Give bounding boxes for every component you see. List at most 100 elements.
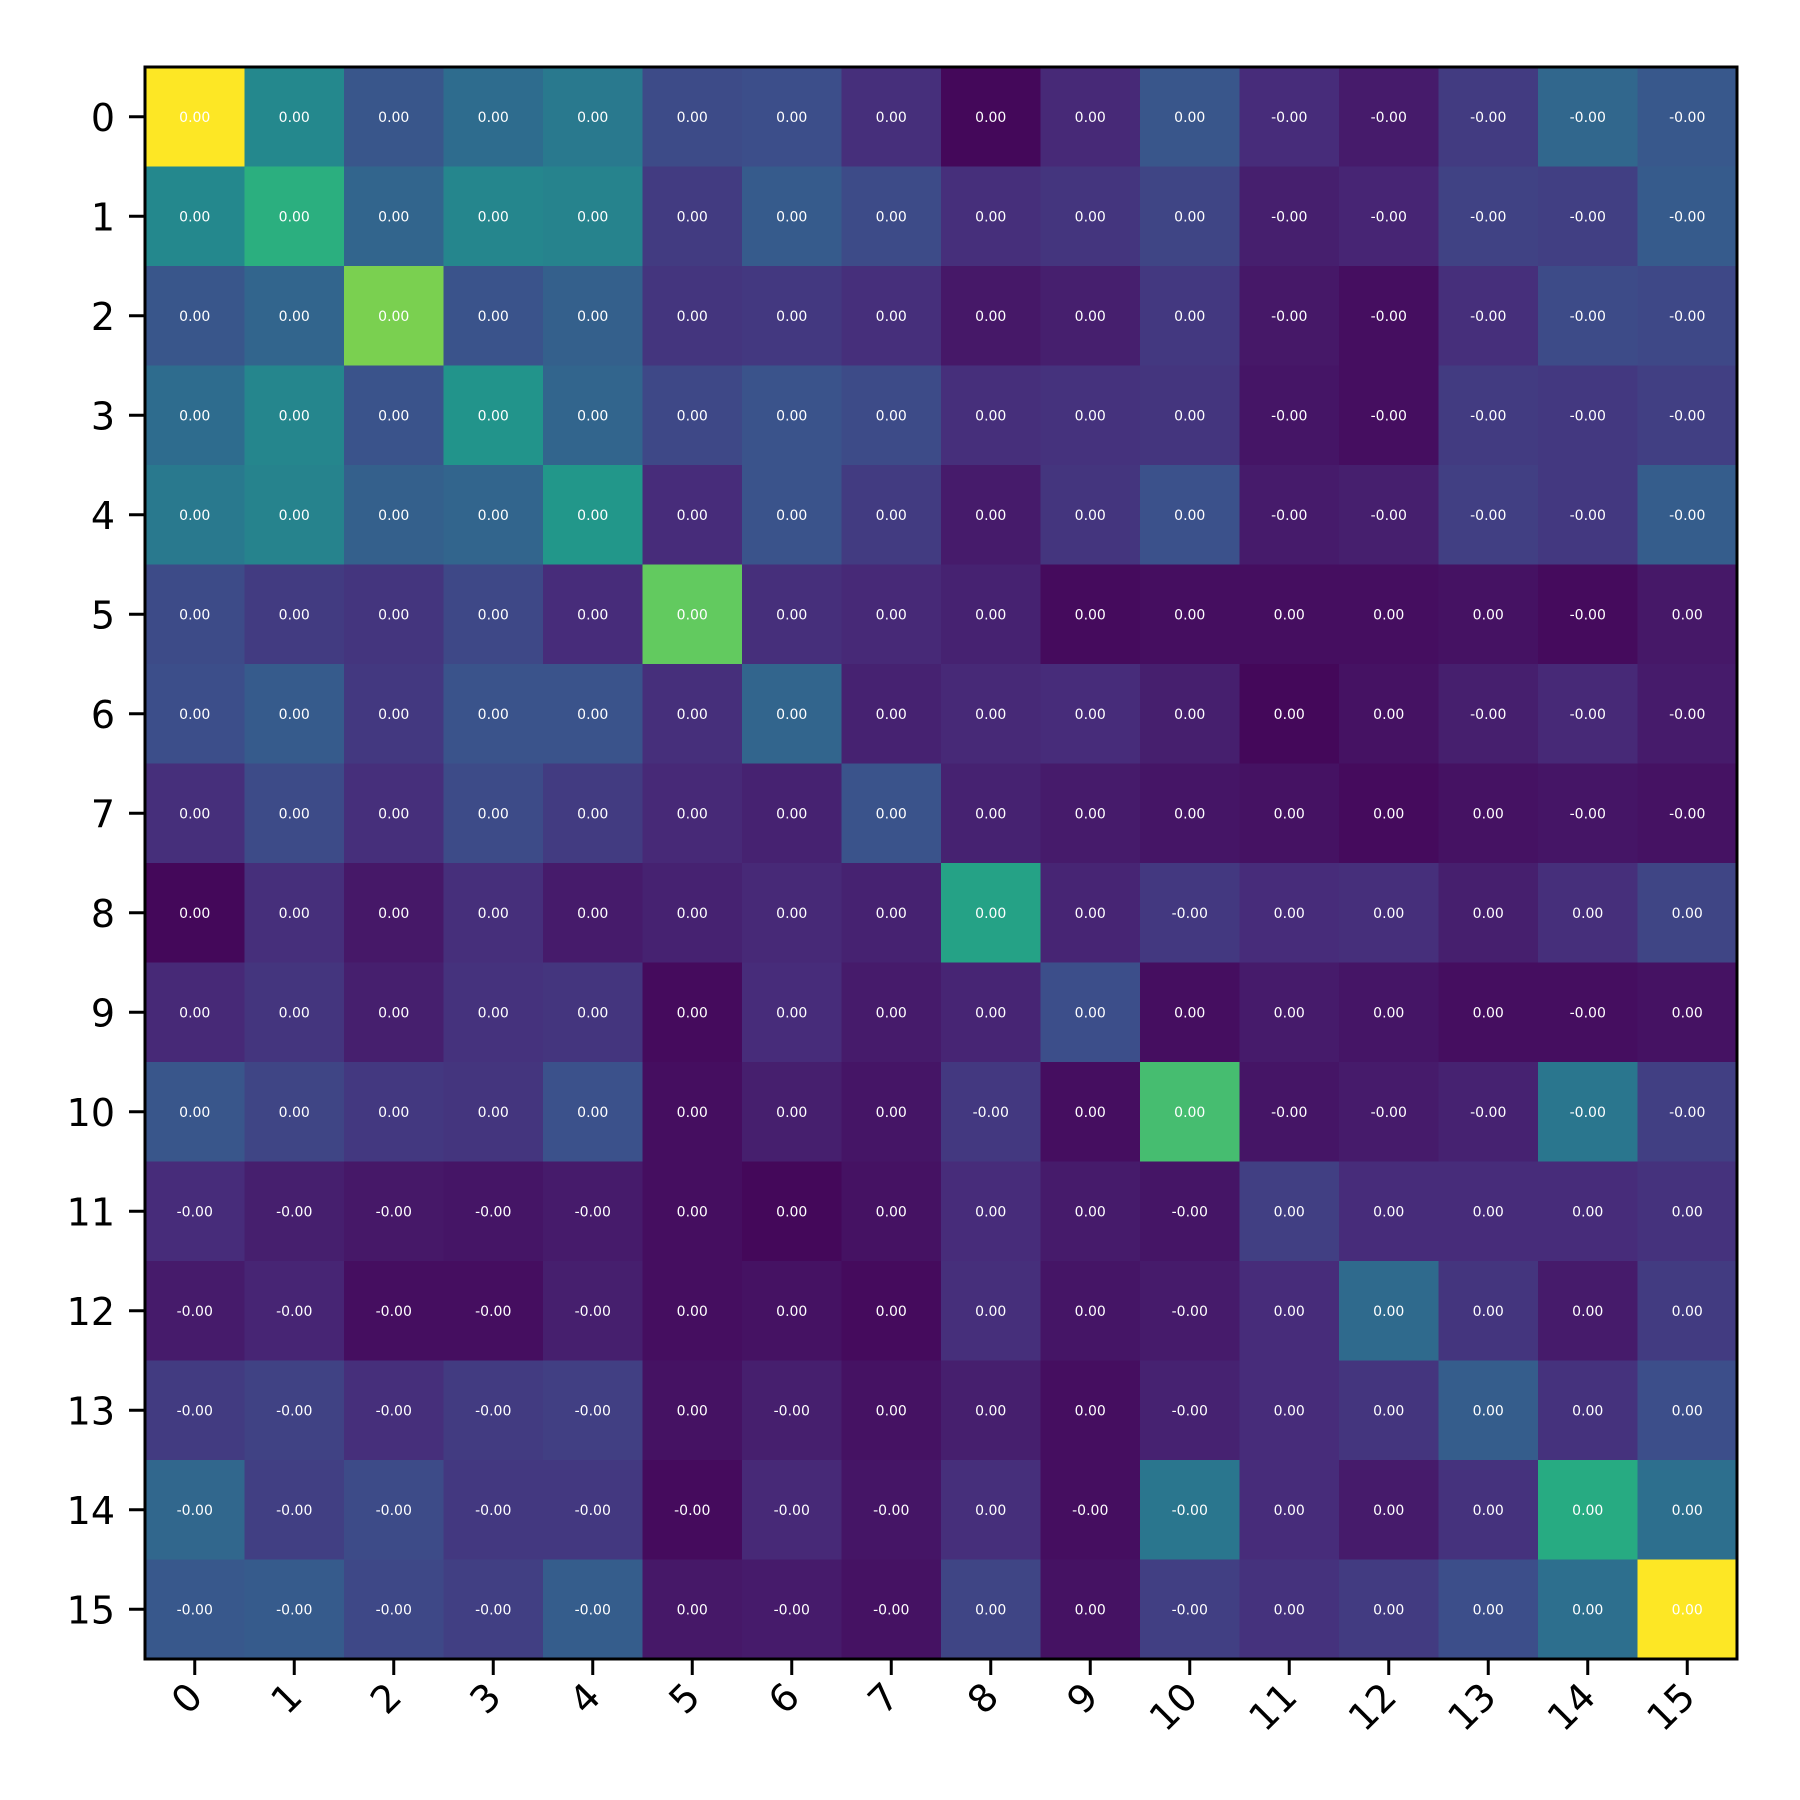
cell-value-label: 0.00 [975, 806, 1006, 822]
cell-value-label: 0.00 [1672, 1204, 1703, 1220]
heatmap-cell [145, 465, 246, 566]
heatmap-cell [1438, 1360, 1539, 1461]
heatmap-cell [1239, 1360, 1340, 1461]
heatmap-cell [145, 1261, 246, 1362]
cell-value-label: 0.00 [1174, 607, 1205, 623]
heatmap-cell [941, 1460, 1042, 1561]
cell-value-label: 0.00 [1473, 1204, 1504, 1220]
cell-value-label: -0.00 [276, 1602, 312, 1618]
cell-value-label: 0.00 [677, 508, 708, 524]
heatmap-cell [244, 863, 345, 964]
heatmap-cell [443, 564, 544, 665]
heatmap-cell [244, 166, 345, 267]
cell-value-label: 0.00 [378, 906, 409, 922]
cell-value-label: 0.00 [1174, 806, 1205, 822]
cell-value-label: 0.00 [975, 1005, 1006, 1021]
cell-value-label: 0.00 [1373, 1602, 1404, 1618]
cell-value-label: -0.00 [1669, 806, 1705, 822]
heatmap-cell [244, 266, 345, 367]
heatmap-cell [1239, 166, 1340, 267]
cell-value-label: 0.00 [1174, 110, 1205, 126]
heatmap-cell [145, 863, 246, 964]
cell-value-label: 0.00 [577, 309, 608, 325]
heatmap-cell [1140, 465, 1241, 566]
cell-value-label: -0.00 [475, 1204, 511, 1220]
cell-value-label: -0.00 [575, 1304, 611, 1320]
cell-value-label: 0.00 [279, 607, 310, 623]
cell-value-label: -0.00 [1570, 508, 1606, 524]
heatmap-cell [742, 465, 843, 566]
heatmap-cell [443, 1161, 544, 1262]
cell-value-label: -0.00 [1470, 309, 1506, 325]
cell-value-label: 0.00 [1174, 309, 1205, 325]
heatmap-cell [742, 1062, 843, 1163]
cell-value-label: 0.00 [1473, 1005, 1504, 1021]
cell-value-label: -0.00 [276, 1304, 312, 1320]
heatmap-cell [1438, 465, 1539, 566]
heatmap-cell [1438, 166, 1539, 267]
heatmap-cell [1140, 564, 1241, 665]
heatmap-cell [1637, 1460, 1738, 1561]
heatmap-cell [543, 1460, 644, 1561]
heatmap-cell [1339, 266, 1440, 367]
cell-value-label: 0.00 [1672, 1304, 1703, 1320]
heatmap-cell [145, 564, 246, 665]
heatmap-cell [1339, 763, 1440, 864]
heatmap-cell [1438, 266, 1539, 367]
heatmap-cell [443, 1062, 544, 1163]
y-tick-label: 5 [91, 593, 115, 637]
cell-value-label: -0.00 [1271, 408, 1307, 424]
heatmap-cell-labels: 0.00 0.00 0.00 0.00 0.00 0.00 0.00 0.00 0.00 0.00… [177, 110, 1706, 1619]
cell-value-label: 0.00 [1075, 309, 1106, 325]
cell-value-label: 0.00 [975, 707, 1006, 723]
heatmap-cell [1538, 1559, 1639, 1660]
cell-value-label: 0.00 [1672, 1005, 1703, 1021]
heatmap-cell [841, 67, 942, 168]
cell-value-label: 0.00 [577, 408, 608, 424]
cell-value-label: 0.00 [1075, 1005, 1106, 1021]
cell-value-label: 0.00 [1274, 1503, 1305, 1519]
heatmap-cell [543, 564, 644, 665]
heatmap-cell [941, 266, 1042, 367]
cell-value-label: -0.00 [575, 1602, 611, 1618]
heatmap-cell [1040, 166, 1141, 267]
cell-value-label: 0.00 [876, 1005, 907, 1021]
heatmap-cell [1637, 1360, 1738, 1461]
cell-value-label: 0.00 [179, 110, 210, 126]
y-tick-label: 4 [91, 494, 115, 538]
cell-value-label: -0.00 [1669, 508, 1705, 524]
heatmap-cell [1239, 1559, 1340, 1660]
cell-value-label: -0.00 [1271, 209, 1307, 225]
heatmap-cell [1239, 365, 1340, 466]
heatmap-cell [841, 1460, 942, 1561]
heatmap-cell [543, 67, 644, 168]
y-tick-label: 7 [91, 792, 115, 836]
heatmap-cell [543, 465, 644, 566]
heatmap-cell [1538, 763, 1639, 864]
cell-value-label: 0.00 [677, 110, 708, 126]
heatmap-cell [841, 962, 942, 1063]
heatmap-cell [1339, 962, 1440, 1063]
cell-value-label: 0.00 [677, 707, 708, 723]
cell-value-label: -0.00 [1371, 309, 1407, 325]
heatmap-cell [742, 863, 843, 964]
cell-value-label: 0.00 [279, 806, 310, 822]
heatmap-cell [642, 1360, 743, 1461]
heatmap-cell [1637, 365, 1738, 466]
cell-value-label: 0.00 [1373, 607, 1404, 623]
heatmap-cell [1438, 365, 1539, 466]
cell-value-label: -0.00 [1570, 1005, 1606, 1021]
heatmap-cell [1538, 266, 1639, 367]
cell-value-label: -0.00 [1570, 408, 1606, 424]
cell-value-label: 0.00 [975, 408, 1006, 424]
heatmap-cell [1140, 863, 1241, 964]
heatmap-cell [344, 962, 445, 1063]
heatmap-cell [841, 564, 942, 665]
cell-value-label: -0.00 [1470, 209, 1506, 225]
cell-value-label: 0.00 [1373, 1304, 1404, 1320]
cell-value-label: -0.00 [276, 1503, 312, 1519]
heatmap-cell [443, 166, 544, 267]
cell-value-label: 0.00 [1174, 1005, 1205, 1021]
cell-value-label: -0.00 [177, 1304, 213, 1320]
cell-value-label: 0.00 [1572, 906, 1603, 922]
